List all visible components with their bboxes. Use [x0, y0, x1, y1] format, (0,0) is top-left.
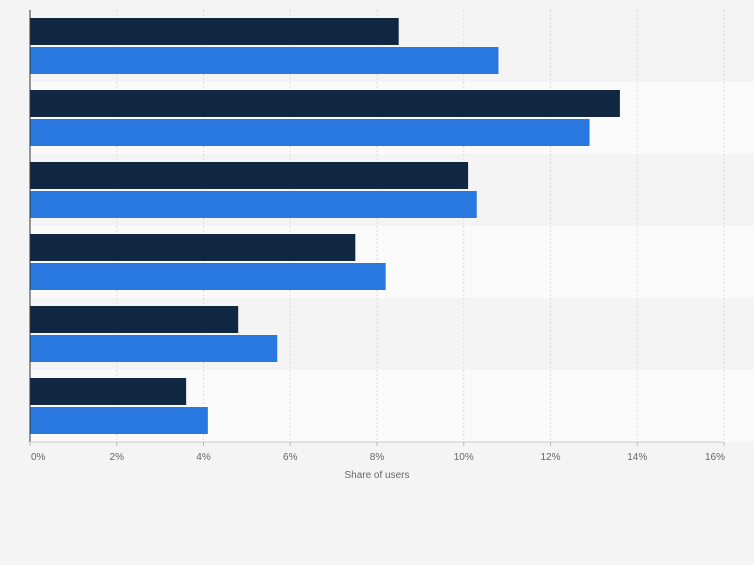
x-tick-label: 16% [705, 452, 725, 463]
bars [30, 18, 620, 434]
bar-series-2[interactable] [30, 191, 477, 218]
bar-series-1[interactable] [30, 90, 620, 117]
x-tick-label: 12% [540, 452, 560, 463]
bar-series-2[interactable] [30, 263, 386, 290]
bar-series-2[interactable] [30, 407, 208, 434]
x-tick-label: 8% [370, 452, 385, 463]
x-tick-label: 2% [110, 452, 125, 463]
x-tick-label: 14% [627, 452, 647, 463]
bar-series-1[interactable] [30, 162, 469, 189]
x-axis-label: Share of users [344, 470, 409, 481]
bar-series-1[interactable] [30, 234, 356, 261]
x-tick-label: 0% [31, 452, 46, 463]
bar-series-1[interactable] [30, 378, 187, 405]
gridlines [116, 10, 725, 442]
bar-series-2[interactable] [30, 47, 499, 74]
bar-series-1[interactable] [30, 18, 399, 45]
bar-series-2[interactable] [30, 119, 590, 146]
bar-series-2[interactable] [30, 335, 278, 362]
x-axis: 0% 2% 4% 6% 8% 10% 12% 14% 16% [29, 10, 725, 463]
x-tick-label: 10% [454, 452, 474, 463]
x-tick-label: 4% [196, 452, 211, 463]
bar-series-1[interactable] [30, 306, 239, 333]
category-bands [30, 10, 754, 442]
x-tick-label: 6% [283, 452, 298, 463]
